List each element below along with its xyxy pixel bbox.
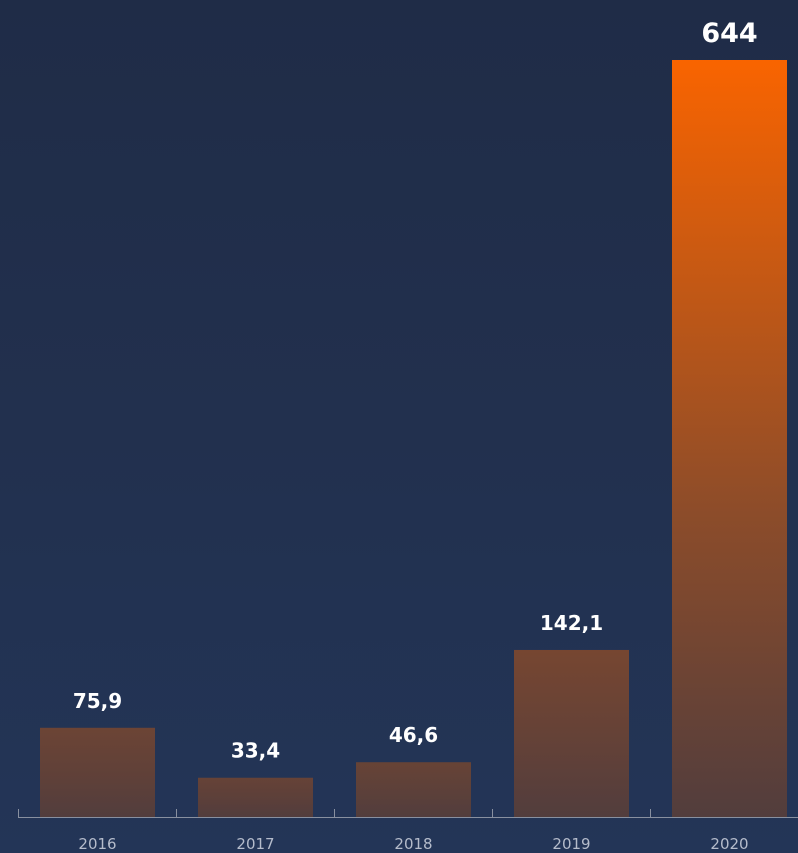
value-label-2017: 33,4 (231, 739, 280, 763)
tick-label-2018: 2018 (394, 835, 432, 853)
tick-label-2017: 2017 (236, 835, 274, 853)
bars-group (40, 60, 787, 817)
tick-label-2020: 2020 (710, 835, 748, 853)
tick-label-2016: 2016 (78, 835, 116, 853)
bar-2020 (672, 60, 787, 817)
x-tick-labels-group: 2016 2017 2018 2019 2020 (78, 835, 748, 853)
value-labels-group: 75,9 33,4 46,6 142,1 644 (73, 18, 758, 763)
bar-2017 (198, 777, 313, 817)
x-axis (18, 809, 798, 818)
tick-label-2019: 2019 (552, 835, 590, 853)
value-label-2016: 75,9 (73, 689, 122, 713)
bar-2016 (40, 727, 155, 817)
bar-2019 (514, 649, 629, 817)
bar-2018 (356, 762, 471, 817)
value-label-2020: 644 (701, 18, 757, 49)
value-label-2019: 142,1 (540, 611, 603, 635)
value-label-2018: 46,6 (389, 723, 438, 747)
